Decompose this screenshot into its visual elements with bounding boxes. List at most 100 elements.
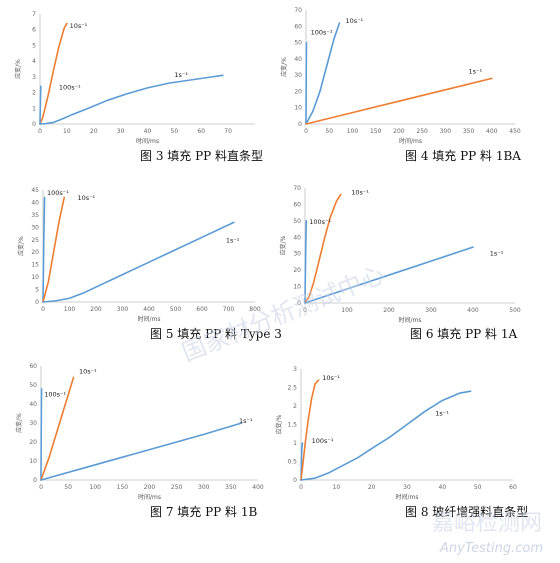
x-tick-label: 350 — [463, 128, 475, 135]
y-tick-label: 2 — [32, 90, 36, 97]
x-tick-label: 0 — [303, 307, 307, 314]
y-axis-label: 应变/% — [17, 236, 25, 256]
x-tick-label: 250 — [416, 128, 428, 135]
x-tick-label: 200 — [90, 306, 102, 313]
x-tick-label: 100 — [347, 128, 359, 135]
y-tick-label: 70 — [294, 7, 302, 14]
y-tick-label: 10 — [31, 274, 39, 281]
watermark-logo-url: AnyTesting.com — [439, 541, 543, 556]
series-annotation: 100s⁻¹ — [309, 218, 331, 226]
y-tick-label: 20 — [294, 88, 302, 95]
y-tick-label: 35 — [31, 212, 39, 219]
x-tick-label: 450 — [509, 128, 521, 135]
series-line-1s — [42, 221, 235, 303]
y-tick-label: 50 — [293, 218, 301, 225]
x-tick-label: 500 — [170, 306, 182, 313]
figure-caption: 图 6 填充 PP 料 1A — [410, 326, 517, 341]
series-annotation: 10s⁻¹ — [322, 374, 340, 382]
x-axis-label: 时间/ms — [138, 493, 161, 501]
y-tick-label: 40 — [294, 56, 302, 63]
x-tick-label: 30 — [403, 484, 411, 491]
y-axis-label: 应变/% — [275, 414, 283, 434]
x-tick-label: 300 — [425, 307, 437, 314]
figure-caption: 图 7 填充 PP 料 1B — [150, 504, 257, 519]
y-tick-label: 0 — [293, 477, 297, 484]
y-tick-label: 20 — [293, 267, 301, 274]
series-annotation: 10s⁻¹ — [345, 17, 363, 25]
series-line-100s — [39, 85, 42, 125]
y-tick-label: 20 — [31, 249, 39, 256]
y-tick-label: 3 — [32, 74, 36, 81]
y-tick-label: 60 — [29, 363, 37, 370]
y-tick-label: 30 — [294, 72, 302, 79]
x-tick-label: 30 — [117, 128, 125, 135]
y-axis-label: 应变/% — [279, 235, 287, 255]
x-tick-label: 150 — [117, 484, 129, 491]
x-tick-label: 200 — [383, 307, 395, 314]
y-axis-label: 应变/% — [280, 57, 288, 77]
series-annotation: 10s⁻¹ — [79, 368, 97, 376]
x-tick-label: 50 — [325, 128, 333, 135]
chart-fig7: 0 10 20 30 40 50 60 0 50 100 150 200 250 300 350 400 时间/… — [15, 363, 264, 519]
x-tick-label: 500 — [509, 307, 521, 314]
y-tick-label: 0 — [32, 121, 36, 128]
x-tick-label: 40 — [439, 484, 447, 491]
figure-caption: 图 8 玻纤增强料直条型 — [405, 505, 528, 519]
x-axis-label: 时间/ms — [136, 137, 159, 145]
series-line-100s — [42, 196, 46, 303]
y-tick-label: 30 — [293, 251, 301, 258]
series-annotation: 1s⁻¹ — [469, 68, 483, 76]
x-tick-label: 60 — [197, 128, 205, 135]
y-tick-label: 2 — [293, 403, 297, 410]
series-annotation: 100s⁻¹ — [59, 83, 81, 91]
series-line-1s — [39, 74, 224, 125]
y-tick-label: 1 — [32, 105, 36, 112]
y-tick-label: 5 — [32, 42, 36, 49]
series-annotation: 1s⁻¹ — [226, 236, 240, 244]
x-tick-label: 200 — [144, 484, 156, 491]
x-axis-label: 时间/ms — [399, 316, 422, 324]
y-tick-label: 25 — [31, 237, 39, 244]
x-tick-label: 150 — [370, 128, 382, 135]
y-tick-label: 0 — [35, 299, 39, 306]
y-tick-label: 0.5 — [287, 459, 297, 466]
chart-fig8: 00.511.522.530 10 20 30 40 50 60时间/ms应变/%10s⁻¹… — [275, 366, 528, 519]
x-tick-label: 0 — [299, 484, 303, 491]
x-tick-label: 20 — [90, 128, 98, 135]
x-tick-label: 100 — [341, 307, 353, 314]
y-tick-label: 40 — [29, 401, 37, 408]
x-tick-label: 100 — [64, 306, 76, 313]
y-tick-label: 40 — [293, 234, 301, 241]
x-tick-label: 70 — [224, 128, 232, 135]
y-tick-label: 0 — [297, 300, 301, 307]
series-annotation: 100s⁻¹ — [44, 390, 66, 398]
series-annotation: 100s⁻¹ — [312, 437, 334, 445]
y-tick-label: 6 — [32, 27, 36, 34]
series-annotation: 100s⁻¹ — [311, 28, 333, 36]
y-tick-label: 1 — [293, 440, 297, 447]
x-tick-label: 40 — [144, 128, 152, 135]
y-tick-label: 7 — [32, 11, 36, 18]
x-tick-label: 400 — [252, 484, 264, 491]
figure-caption: 图 3 填充 PP 料直条型 — [140, 148, 263, 163]
x-axis-label: 时间/ms — [138, 315, 161, 323]
series-annotation: 10s⁻¹ — [77, 194, 95, 202]
y-tick-label: 4 — [32, 58, 36, 65]
y-tick-label: 1.5 — [287, 422, 297, 429]
x-tick-label: 60 — [509, 484, 517, 491]
x-tick-label: 400 — [143, 306, 155, 313]
chart-fig5: 0 5 10 15 20 25 30 35 40 45 0 100 200 300 400 500 600 700… — [17, 187, 282, 341]
y-tick-label: 20 — [29, 439, 37, 446]
x-axis-label: 时间/ms — [396, 493, 419, 501]
chart-fig6: 0 10 20 30 40 50 60 70 0 100 200 300 400 500 时间/ms 应变/%… — [279, 185, 521, 341]
series-line-10s — [305, 22, 341, 125]
y-tick-label: 50 — [294, 40, 302, 47]
series-line-100s — [40, 387, 43, 481]
x-tick-label: 100 — [90, 484, 102, 491]
x-tick-label: 400 — [467, 307, 479, 314]
x-tick-label: 600 — [196, 306, 208, 313]
x-tick-label: 0 — [39, 484, 43, 491]
figure-caption: 图 4 填充 PP 料 1BA — [405, 148, 521, 163]
y-tick-label: 40 — [31, 199, 39, 206]
